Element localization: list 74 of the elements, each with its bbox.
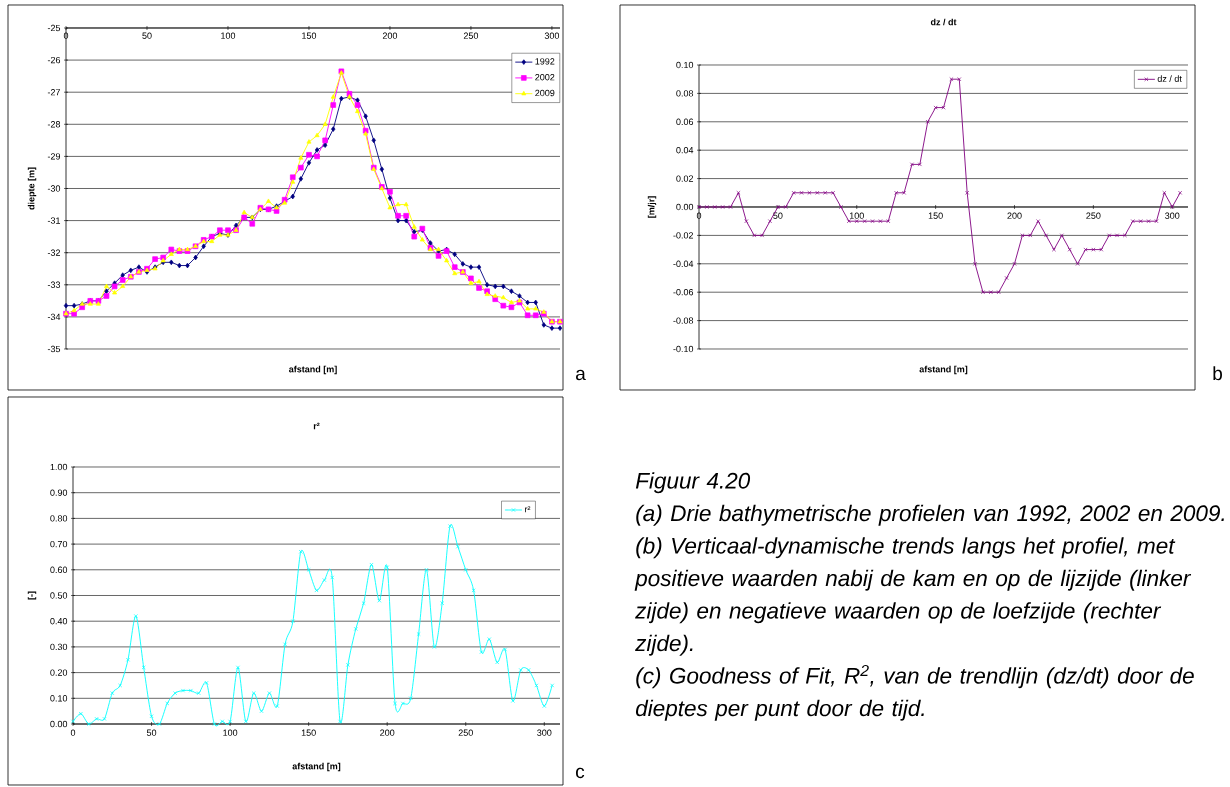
y-tick-label: -30 (47, 185, 61, 192)
y-tick-label: 0.04 (676, 147, 694, 154)
y-tick-label: 0.06 (676, 118, 694, 125)
x-tick-label: 300 (537, 729, 552, 736)
x-tick-label: 100 (849, 212, 864, 219)
y-tick-label: -35 (47, 345, 61, 353)
y-tick-label: 0.10 (50, 695, 68, 702)
x-tick-label: 300 (1165, 212, 1180, 219)
y-tick-label: 0.60 (50, 566, 68, 573)
y-tick-label: 0.00 (50, 720, 68, 728)
legend-label: 1992 (535, 58, 555, 65)
text: c (576, 767, 585, 779)
legend-label: 2002 (535, 74, 555, 81)
y-tick-label: -29 (47, 153, 61, 160)
legend-label: 2009 (535, 89, 555, 97)
y-tick-label: -34 (47, 313, 61, 321)
y-tick-label: -0.06 (673, 289, 694, 296)
x-tick-label: 100 (223, 729, 238, 736)
x-tick-label: 200 (380, 729, 395, 736)
x-tick-label: 50 (773, 212, 783, 219)
y-tick-label: -31 (47, 217, 61, 224)
x-tick-label: 50 (142, 32, 152, 39)
y-tick-label: -28 (47, 121, 61, 128)
x-tick-label: 250 (463, 32, 479, 39)
y-tick-label: -26 (47, 56, 61, 64)
y-tick-label: 0.30 (50, 643, 68, 651)
y-tick-label: 0.90 (50, 489, 68, 496)
x-tick-label: 100 (221, 32, 236, 39)
x-tick-label: 300 (544, 32, 560, 39)
y-tick-label: 0.08 (676, 90, 694, 97)
text: a (576, 369, 586, 381)
y-tick-label: 0.50 (50, 592, 68, 599)
y-tick-label: -0.10 (673, 345, 694, 353)
x-axis-title: afstand [m] (292, 762, 341, 772)
x-tick-label: 150 (302, 32, 317, 39)
y-axis-title: diepte [m] (27, 167, 37, 210)
y-tick-label: 0.70 (50, 540, 68, 548)
y-tick-label: 0.00 (676, 203, 694, 211)
y-tick-label: -0.08 (673, 317, 694, 324)
text: (c) Goodness of Fit, R$^{2}$, van de trendlijn (dz/dt) door de dieptes per punt door de tijd. (635, 664, 1194, 721)
y-tick-label: -27 (47, 89, 61, 96)
text: (b) Verticaal-dynamische trends langs het profiel, met positieve waarden nabij de kam en op de lijzijde (linker zijde) en negatieve waarden op de loefzijde (rechter zijde). (634, 537, 1192, 656)
y-tick-label: 0.10 (676, 61, 694, 69)
x-tick-label: 200 (1007, 212, 1022, 219)
y-axis-title: [m/jr] (647, 196, 657, 218)
legend-label: r² (525, 506, 531, 513)
x-tick-label: 200 (382, 32, 398, 39)
y-tick-label: 0.80 (50, 515, 68, 522)
y-tick-label: -33 (47, 281, 61, 288)
x-tick-label: 0 (63, 32, 69, 39)
y-tick-label: 0.20 (50, 669, 68, 676)
x-tick-label: 250 (1086, 212, 1101, 219)
text: Figuur 4.20 (635, 472, 751, 494)
x-tick-label: 250 (458, 729, 473, 736)
text: (a) Drie bathymetrische profielen van 1992, 2002 en 2009. (636, 504, 1224, 526)
x-axis-title: afstand [m] (289, 365, 337, 375)
y-tick-label: 0.02 (676, 175, 694, 182)
x-tick-label: 150 (301, 729, 316, 736)
x-tick-label: 50 (146, 729, 157, 736)
y-tick-label: -0.04 (673, 260, 694, 267)
chart-title: r² (313, 422, 320, 430)
y-axis-title: [-] (27, 591, 37, 600)
chart-title: dz / dt (930, 18, 957, 26)
x-tick-label: 150 (928, 212, 943, 219)
y-tick-label: 1.00 (50, 463, 68, 471)
x-tick-label: 0 (70, 729, 76, 736)
y-tick-label: -25 (47, 24, 61, 32)
legend-label: dz / dt (1157, 75, 1182, 82)
x-tick-label: 0 (696, 212, 702, 219)
y-tick-label: -0.02 (673, 232, 694, 239)
text: b (1213, 366, 1222, 381)
y-tick-label: -32 (47, 249, 61, 256)
x-axis-title: afstand [m] (919, 365, 968, 375)
y-tick-label: 0.40 (50, 618, 68, 625)
